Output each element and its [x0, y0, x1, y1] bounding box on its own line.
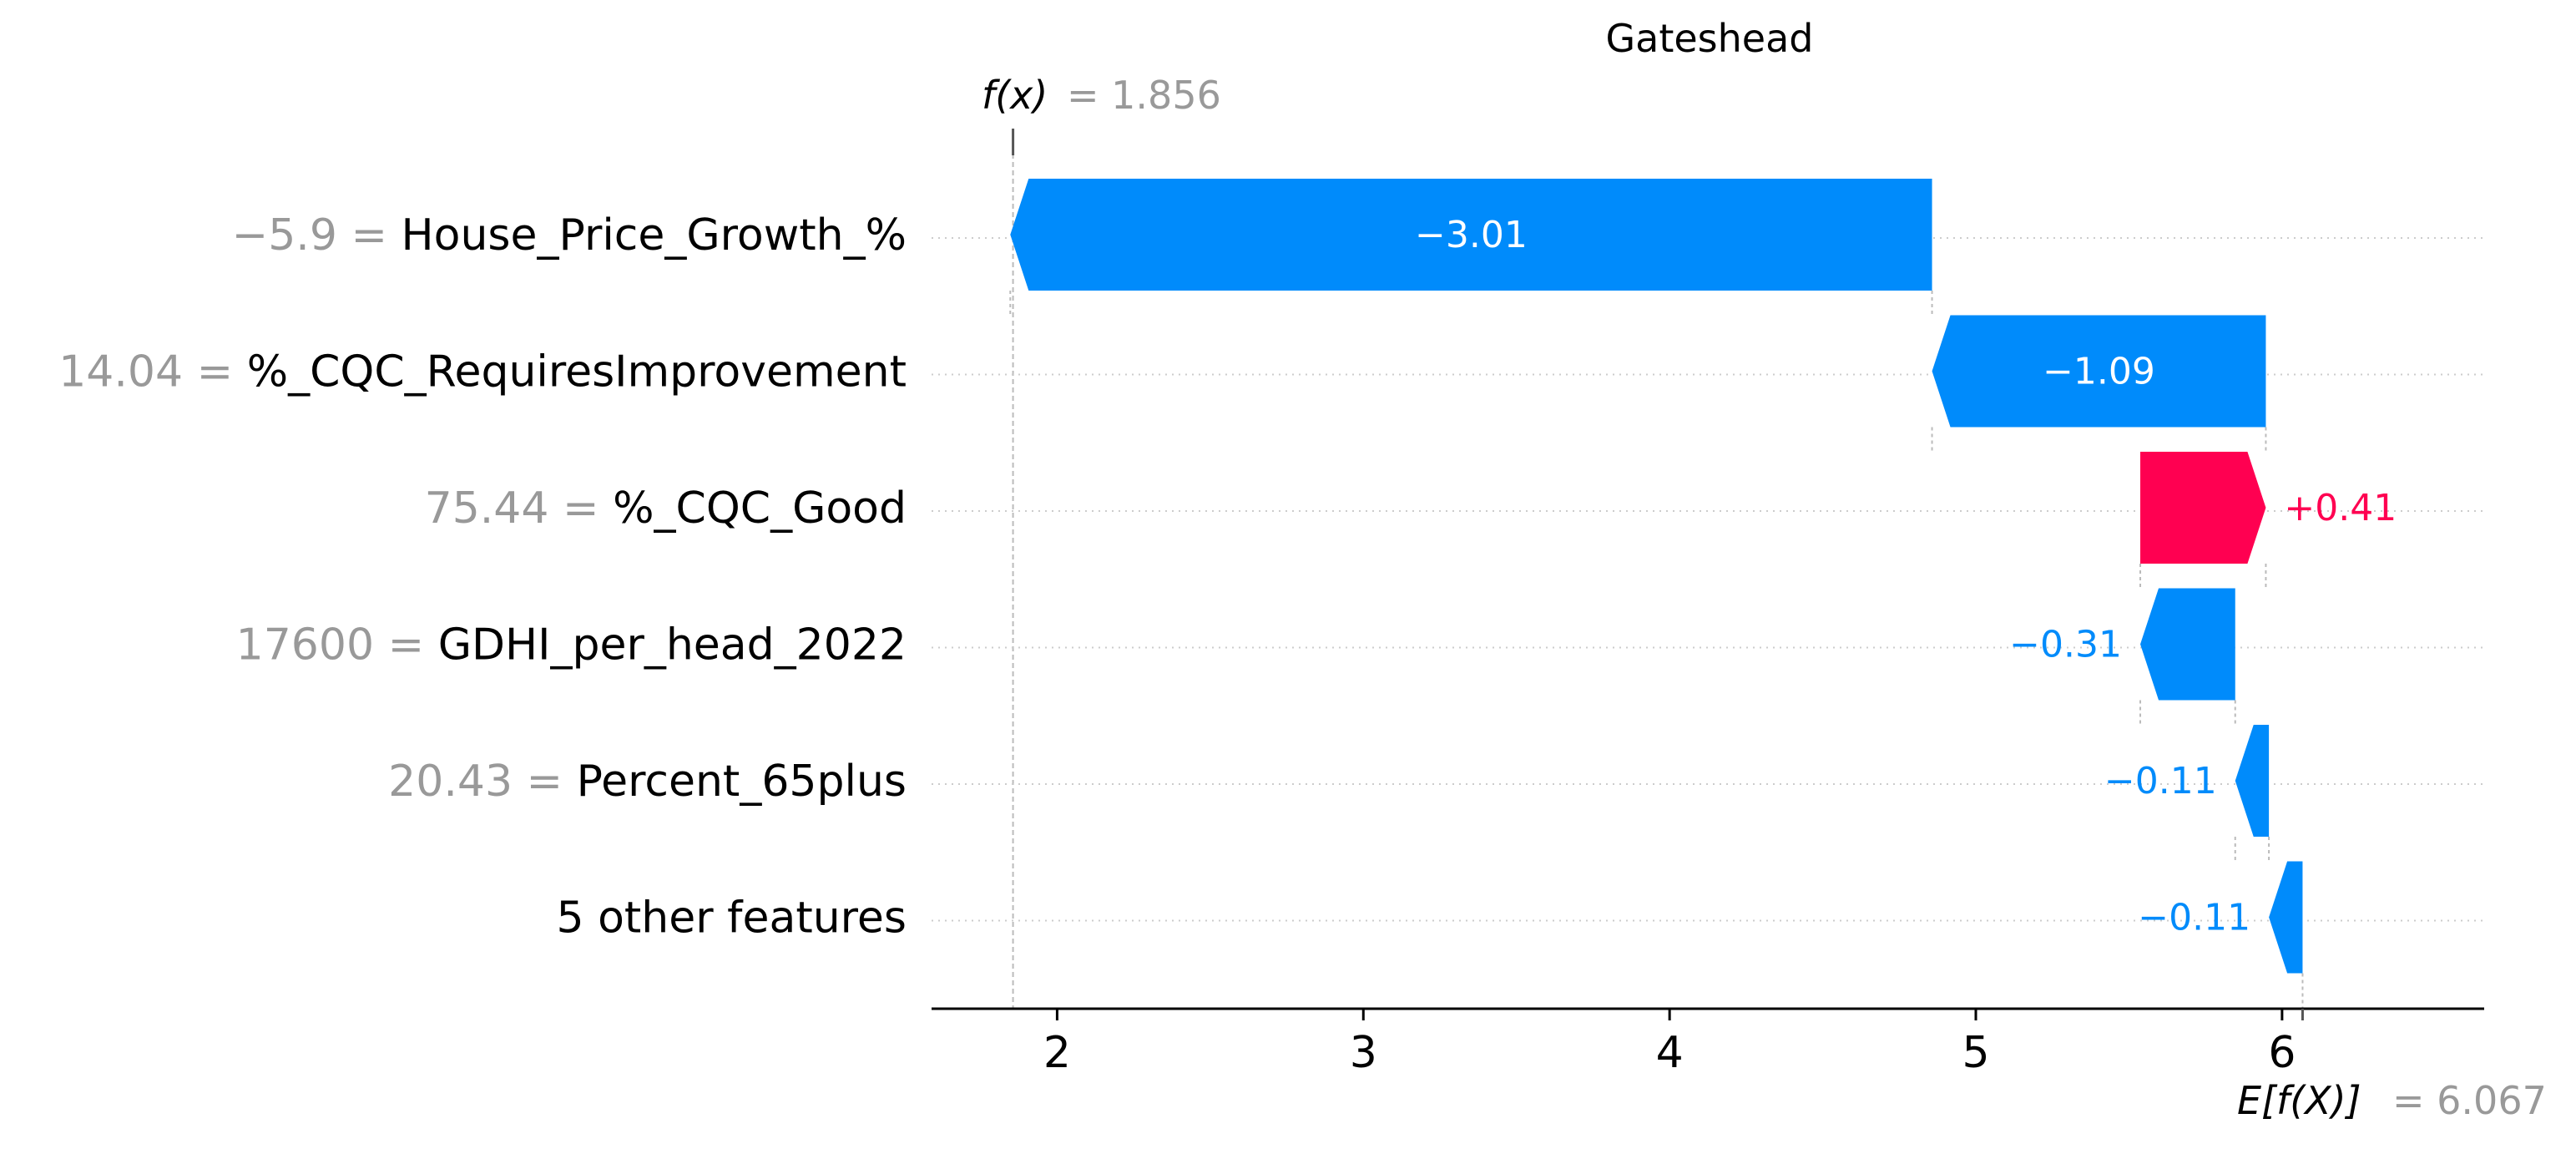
waterfall-bar [2140, 588, 2235, 701]
feature-value: −5.9 = [232, 210, 402, 261]
x-tick-label: 4 [1656, 1028, 1684, 1078]
feature-label: 20.43 = Percent_65plus [388, 757, 907, 807]
waterfall-bar [2140, 452, 2266, 564]
x-tick-label: 5 [1962, 1028, 1989, 1078]
feature-value: 75.44 = [425, 483, 614, 534]
x-tick-label: 2 [1043, 1028, 1071, 1078]
bars-layer [1010, 179, 2303, 974]
feature-label: 5 other features [556, 893, 907, 944]
waterfall-bar [2235, 725, 2270, 837]
feature-label: −5.9 = House_Price_Growth_% [232, 210, 907, 261]
feature-value: 20.43 = [388, 757, 577, 807]
waterfall-bar [1932, 315, 2266, 428]
feature-label: 75.44 = %_CQC_Good [425, 483, 907, 534]
fx-label: f(x) [982, 73, 1048, 118]
x-tick-label: 6 [2268, 1028, 2296, 1078]
chart-title: Gateshead [1606, 16, 1814, 61]
contribution-label: −0.11 [2104, 760, 2217, 802]
fx-annotation: f(x) = 1.856 [982, 73, 1221, 118]
contribution-label: +0.41 [2284, 487, 2397, 529]
feature-label: 17600 = GDHI_per_head_2022 [236, 620, 907, 671]
feature-name: %_CQC_RequiresImprovement [247, 347, 907, 397]
feature-name: House_Price_Growth_% [402, 210, 907, 261]
fx-value: = 1.856 [1067, 73, 1221, 118]
contribution-label: −0.11 [2138, 897, 2250, 939]
waterfall-bar [2269, 861, 2303, 974]
waterfall-bar [1010, 179, 1932, 291]
efx-label: E[f(X)] [2237, 1078, 2361, 1123]
contribution-label: −3.01 [1415, 214, 1528, 256]
feature-name: Percent_65plus [577, 757, 907, 807]
contribution-label: −0.31 [2009, 624, 2122, 666]
feature-value: 14.04 = [58, 347, 247, 397]
feature-value: 17600 = [236, 620, 438, 671]
feature-label: 14.04 = %_CQC_RequiresImprovement [58, 347, 907, 397]
feature-name: GDHI_per_head_2022 [438, 620, 907, 671]
feature-name: 5 other features [556, 893, 907, 944]
labels-layer: −3.01 −5.9 = House_Price_Growth_% −1.09 14.… [58, 210, 2397, 944]
feature-name: %_CQC_Good [613, 483, 907, 534]
efx-value: = 6.067 [2392, 1078, 2547, 1123]
efx-annotation: E[f(X)] = 6.067 [2237, 1078, 2547, 1123]
x-tick-label: 3 [1350, 1028, 1377, 1078]
contribution-label: −1.09 [2043, 351, 2155, 393]
x-axis: 2 3 4 5 6 [932, 1007, 2484, 1078]
